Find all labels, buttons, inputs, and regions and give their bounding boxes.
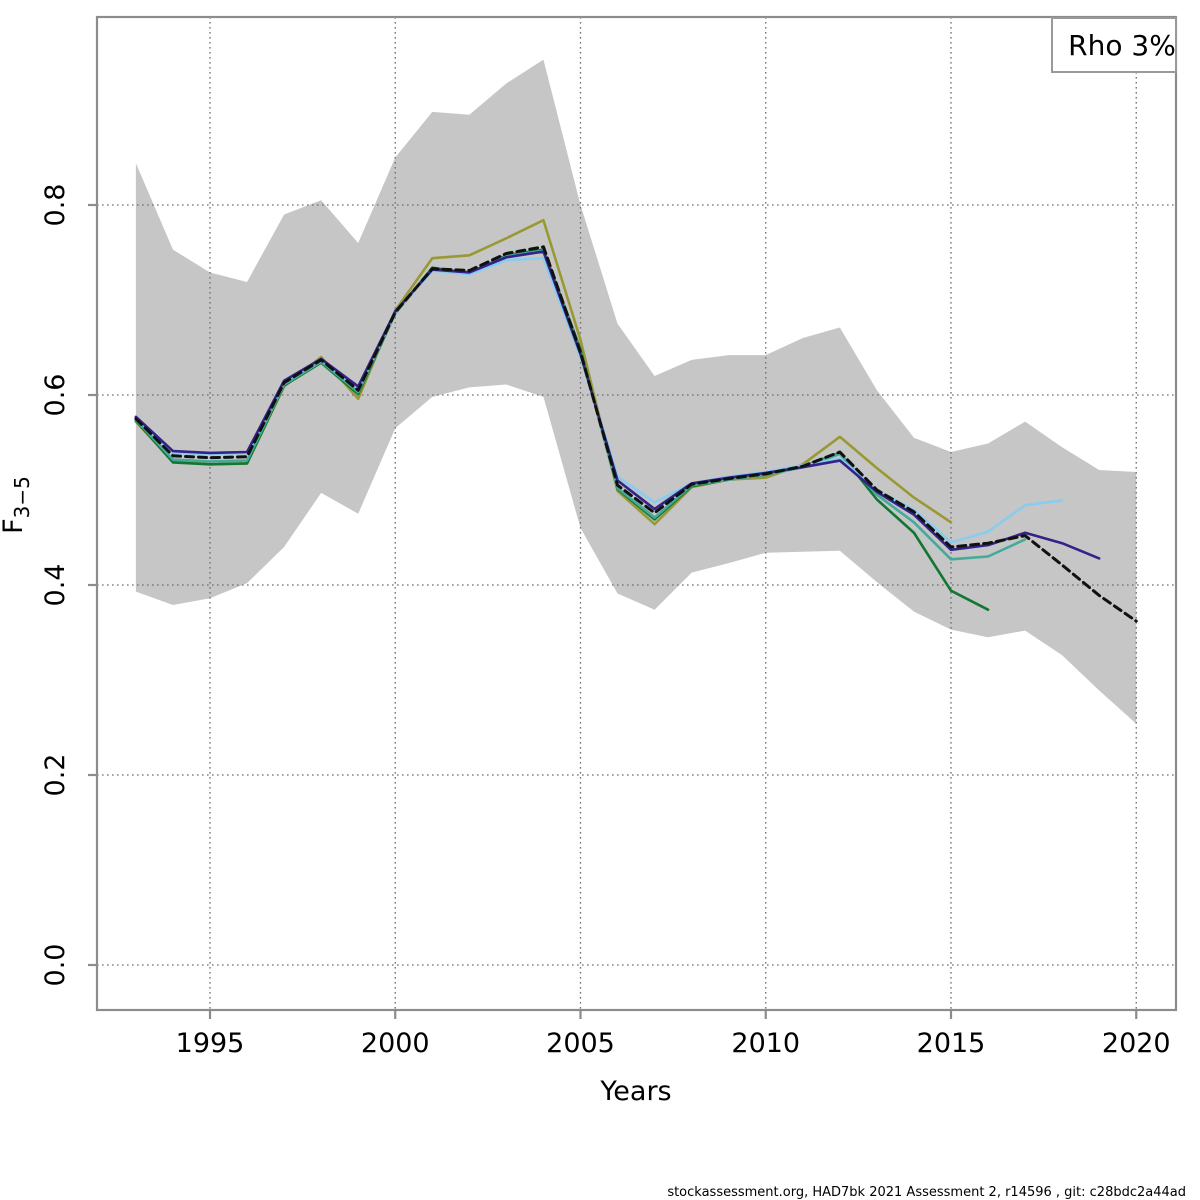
- series-layer: [134, 218, 1138, 623]
- base-run-2021-assessment-line: [134, 245, 1138, 623]
- y-tick-label: 0.0: [40, 944, 71, 987]
- legend-box: Rho 3%: [1051, 17, 1177, 73]
- y-axis-title: F3−5: [0, 476, 34, 534]
- y-tick-label: 0.6: [40, 374, 71, 417]
- legend-frame: [1051, 17, 1177, 73]
- confidence-band-layer: [135, 59, 1137, 724]
- axis-tick-layer: 1995 2000 2005 2010 2015 2020 0.0 0.2 0.4 0.6 0.8: [40, 184, 1171, 1059]
- x-tick-label: 2020: [1102, 1028, 1171, 1059]
- y-axis-title-subscript: 3−5: [10, 476, 34, 518]
- x-axis-title: Years: [599, 1076, 671, 1107]
- plot-border: [95, 15, 1178, 1012]
- y-tick-label: 0.2: [40, 754, 71, 797]
- legend-rho-label: Rho 3%: [1068, 29, 1176, 62]
- x-tick-label: 2010: [731, 1028, 800, 1059]
- x-tick-label: 1995: [176, 1028, 245, 1059]
- y-axis-title-main: F: [0, 518, 29, 534]
- x-tick-label: 2000: [361, 1028, 430, 1059]
- y-tick-label: 0.8: [40, 184, 71, 227]
- confidence-band-area: [135, 59, 1137, 724]
- x-tick-label: 2015: [917, 1028, 986, 1059]
- x-tick-label: 2005: [546, 1028, 615, 1059]
- footer-attribution: stockassessment.org, HAD7bk 2021 Assessm…: [667, 1185, 1186, 1200]
- gridline-layer: [97, 17, 1176, 1010]
- y-tick-label: 0.4: [40, 564, 71, 607]
